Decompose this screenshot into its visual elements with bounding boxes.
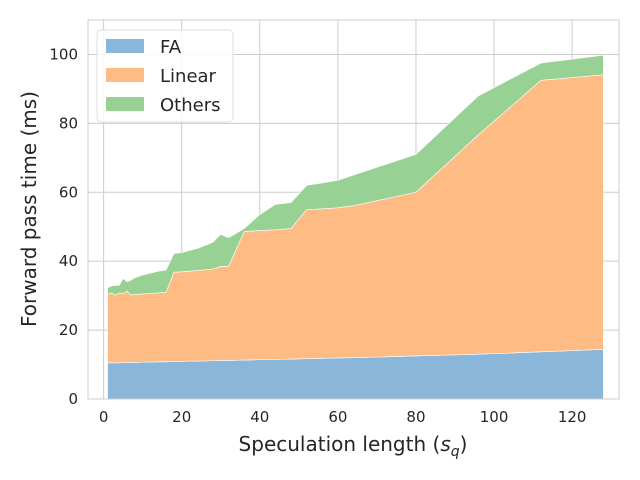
- legend-label-linear: Linear: [160, 66, 217, 87]
- x-tick-labels: 0 20 40 60 80 100 120: [99, 408, 587, 426]
- x-tick-label: 80: [406, 408, 425, 426]
- y-tick-label: 0: [68, 390, 78, 408]
- y-tick-label: 100: [49, 45, 78, 63]
- y-tick-label: 20: [59, 321, 78, 339]
- area-others: [107, 54, 604, 296]
- y-axis-label: Forward pass time (ms): [17, 91, 41, 327]
- x-tick-label: 100: [480, 408, 509, 426]
- area-series-group: [107, 54, 604, 400]
- plot-frame: [87, 19, 620, 400]
- x-tick-label: 40: [250, 408, 269, 426]
- legend-swatch-others: [106, 97, 144, 111]
- legend: FA Linear Others: [96, 29, 234, 123]
- y-tick-label: 60: [59, 183, 78, 201]
- legend-label-fa: FA: [160, 37, 182, 58]
- x-tick-label: 60: [328, 408, 347, 426]
- legend-swatch-fa: [106, 39, 144, 53]
- legend-label-others: Others: [160, 95, 221, 116]
- x-tick-label: 0: [99, 408, 109, 426]
- x-tick-label: 20: [172, 408, 191, 426]
- legend-swatch-linear: [106, 68, 144, 82]
- y-tick-labels: 0 20 40 60 80 100: [49, 45, 78, 408]
- x-axis-label: Speculation length (sq): [239, 432, 468, 460]
- y-tick-label: 40: [59, 252, 78, 270]
- x-tick-label: 120: [558, 408, 587, 426]
- y-tick-label: 80: [59, 114, 78, 132]
